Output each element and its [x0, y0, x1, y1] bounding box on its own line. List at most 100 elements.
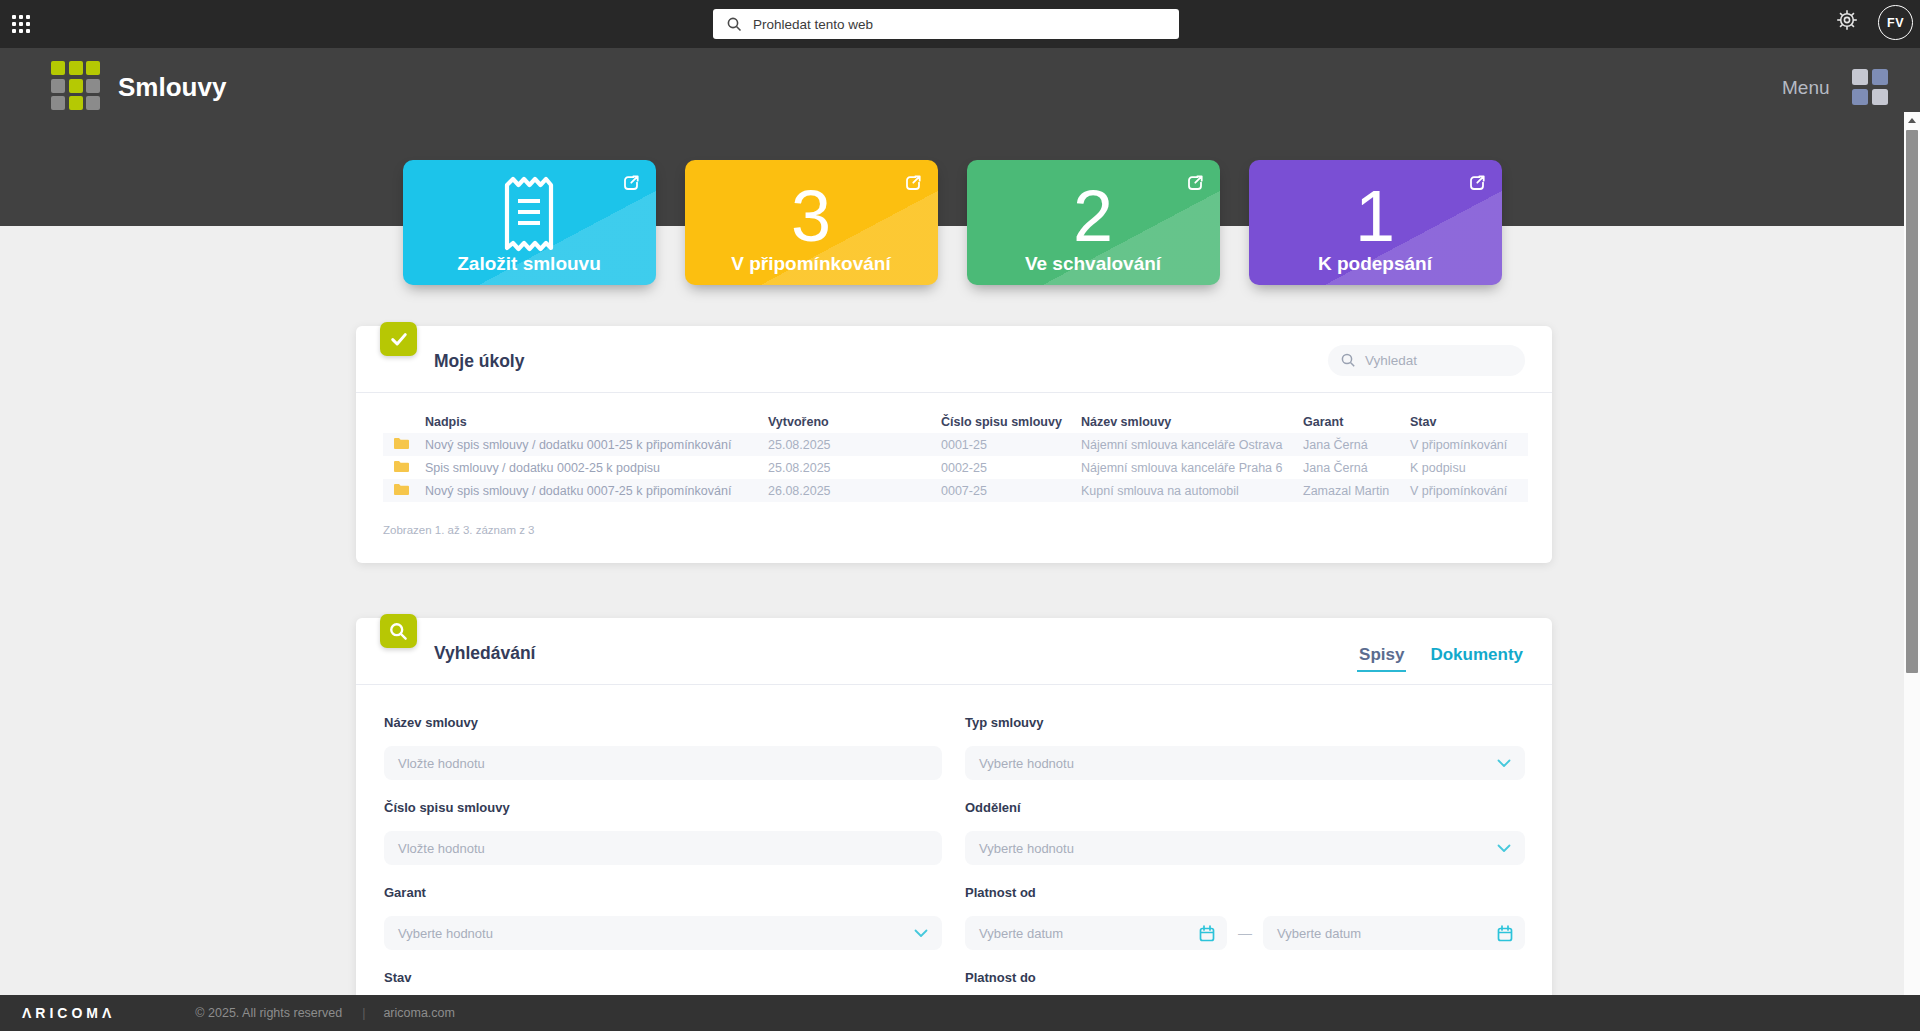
col-cislo[interactable]: Číslo spisu smlouvy	[941, 415, 1081, 429]
field-label-nazev-smlouvy: Název smlouvy	[384, 716, 942, 730]
tile-label: Založit smlouvu	[403, 253, 656, 275]
scrollbar-thumb[interactable]	[1906, 130, 1918, 673]
search-tabs: Spisy Dokumenty	[1359, 645, 1523, 672]
oddeleni-select[interactable]: Vyberte hodnotu	[965, 831, 1525, 865]
table-row[interactable]: Nový spis smlouvy / dodatku 0007-25 k př…	[383, 479, 1528, 502]
col-nazev[interactable]: Název smlouvy	[1081, 415, 1303, 429]
task-number: 0007-25	[941, 484, 1081, 498]
search-icon	[727, 17, 742, 32]
site-search-input[interactable]: Prohledat tento web	[713, 9, 1179, 39]
task-title-link[interactable]: Nový spis smlouvy / dodatku 0007-25 k př…	[425, 484, 768, 498]
task-created: 25.08.2025	[768, 438, 941, 452]
tasks-card-title: Moje úkoly	[434, 351, 524, 372]
task-contract-name: Nájemní smlouva kanceláře Praha 6	[1081, 461, 1303, 475]
field-label-garant: Garant	[384, 886, 942, 900]
date-range-dash: —	[1227, 925, 1263, 941]
platnost-od-to-date[interactable]: Vyberte datum	[1263, 916, 1525, 950]
search-badge	[380, 614, 417, 648]
col-stav[interactable]: Stav	[1410, 415, 1528, 429]
settings-gear-icon[interactable]	[1836, 9, 1858, 31]
avatar-initials: FV	[1887, 16, 1904, 30]
tasks-table: Nadpis Vytvořeno Číslo spisu smlouvy Náz…	[383, 410, 1528, 502]
menu-grid-icon[interactable]	[1852, 69, 1888, 105]
search-card: Vyhledávání Spisy Dokumenty Název smlouv…	[356, 618, 1552, 1031]
tile-label: V připomínkování	[685, 253, 938, 275]
tab-dokumenty[interactable]: Dokumenty	[1430, 645, 1523, 672]
table-row[interactable]: Nový spis smlouvy / dodatku 0001-25 k př…	[383, 433, 1528, 456]
chevron-down-icon	[1497, 844, 1511, 853]
nazev-smlouvy-input[interactable]: Vložte hodnotu	[384, 746, 942, 780]
field-label-platnost-do: Platnost do	[965, 971, 1525, 985]
task-status: K podpisu	[1410, 461, 1528, 475]
footer-site-link[interactable]: aricoma.com	[383, 1006, 455, 1020]
task-created: 26.08.2025	[768, 484, 941, 498]
scrollbar-up-arrow[interactable]	[1904, 112, 1920, 129]
col-garant[interactable]: Garant	[1303, 415, 1410, 429]
table-row[interactable]: Spis smlouvy / dodatku 0002-25 k podpisu…	[383, 456, 1528, 479]
external-link-icon	[622, 174, 640, 192]
waffle-icon[interactable]	[12, 15, 30, 33]
field-label-typ-smlouvy: Typ smlouvy	[965, 716, 1525, 730]
task-contract-name: Nájemní smlouva kanceláře Ostrava	[1081, 438, 1303, 452]
calendar-icon	[1497, 925, 1513, 942]
receipt-icon	[501, 175, 557, 255]
task-created: 25.08.2025	[768, 461, 941, 475]
garant-select[interactable]: Vyberte hodnotu	[384, 916, 942, 950]
field-label-cislo-spisu: Číslo spisu smlouvy	[384, 801, 942, 815]
search-card-title: Vyhledávání	[434, 643, 535, 664]
tile-k-podepsani[interactable]: 1 K podepsání	[1249, 160, 1502, 285]
copyright-text: © 2025. All rights reserved	[195, 1006, 342, 1020]
search-icon	[389, 622, 408, 641]
tile-ve-schvalovani[interactable]: 2 Ve schvalování	[967, 160, 1220, 285]
site-search-placeholder: Prohledat tento web	[753, 17, 873, 32]
suite-bar: Prohledat tento web FV	[0, 0, 1920, 48]
divider	[356, 392, 1552, 393]
tab-spisy[interactable]: Spisy	[1359, 645, 1404, 672]
search-icon	[1341, 353, 1356, 368]
cislo-spisu-input[interactable]: Vložte hodnotu	[384, 831, 942, 865]
task-garant: Jana Černá	[1303, 438, 1410, 452]
tasks-badge	[380, 322, 417, 356]
platnost-od-from-date[interactable]: Vyberte datum	[965, 916, 1227, 950]
tile-count: 3	[685, 180, 938, 252]
tasks-search-input[interactable]: Vyhledat	[1328, 345, 1525, 376]
task-contract-name: Kupní smlouva na automobil	[1081, 484, 1303, 498]
tile-row: Založit smlouvu 3 V připomínkování 2 Ve …	[0, 160, 1904, 285]
col-nadpis[interactable]: Nadpis	[425, 415, 768, 429]
tasks-card: Moje úkoly Vyhledat Nadpis Vytvořeno Čís…	[356, 326, 1552, 563]
site-logo[interactable]	[51, 61, 100, 110]
tile-v-pripominkovani[interactable]: 3 V připomínkování	[685, 160, 938, 285]
task-garant: Jana Černá	[1303, 461, 1410, 475]
tile-count: 1	[1249, 180, 1502, 252]
tile-zalozit-smlouvu[interactable]: Založit smlouvu	[403, 160, 656, 285]
placeholder: Vložte hodnotu	[398, 841, 485, 856]
table-record-count: Zobrazen 1. až 3. záznam z 3	[383, 524, 535, 536]
scrollbar[interactable]	[1904, 112, 1920, 995]
calendar-icon	[1199, 925, 1215, 942]
typ-smlouvy-select[interactable]: Vyberte hodnotu	[965, 746, 1525, 780]
page-footer: ΛRICOMΛ © 2025. All rights reserved | ar…	[0, 995, 1920, 1031]
table-header-row: Nadpis Vytvořeno Číslo spisu smlouvy Náz…	[383, 410, 1528, 433]
aricoma-logo: ΛRICOMΛ	[22, 1005, 115, 1021]
page-title: Smlouvy	[118, 72, 226, 103]
field-label-platnost-od: Platnost od	[965, 886, 1525, 900]
placeholder: Vyberte datum	[1277, 926, 1361, 941]
folder-icon	[393, 437, 409, 450]
task-title-link[interactable]: Nový spis smlouvy / dodatku 0001-25 k př…	[425, 438, 768, 452]
chevron-down-icon	[1497, 759, 1511, 768]
task-status: V připomínkování	[1410, 438, 1528, 452]
tile-label: Ve schvalování	[967, 253, 1220, 275]
placeholder: Vyberte hodnotu	[398, 926, 493, 941]
task-garant: Zamazal Martin	[1303, 484, 1410, 498]
folder-icon	[393, 460, 409, 473]
task-title-link[interactable]: Spis smlouvy / dodatku 0002-25 k podpisu	[425, 461, 768, 475]
folder-icon	[393, 483, 409, 496]
menu-label[interactable]: Menu	[1782, 77, 1830, 99]
check-icon	[389, 329, 409, 349]
field-label-oddeleni: Oddělení	[965, 801, 1525, 815]
col-vytvoreno[interactable]: Vytvořeno	[768, 415, 941, 429]
user-avatar[interactable]: FV	[1878, 5, 1913, 40]
placeholder: Vyberte hodnotu	[979, 756, 1074, 771]
footer-divider: |	[362, 1006, 365, 1020]
tile-label: K podepsání	[1249, 253, 1502, 275]
